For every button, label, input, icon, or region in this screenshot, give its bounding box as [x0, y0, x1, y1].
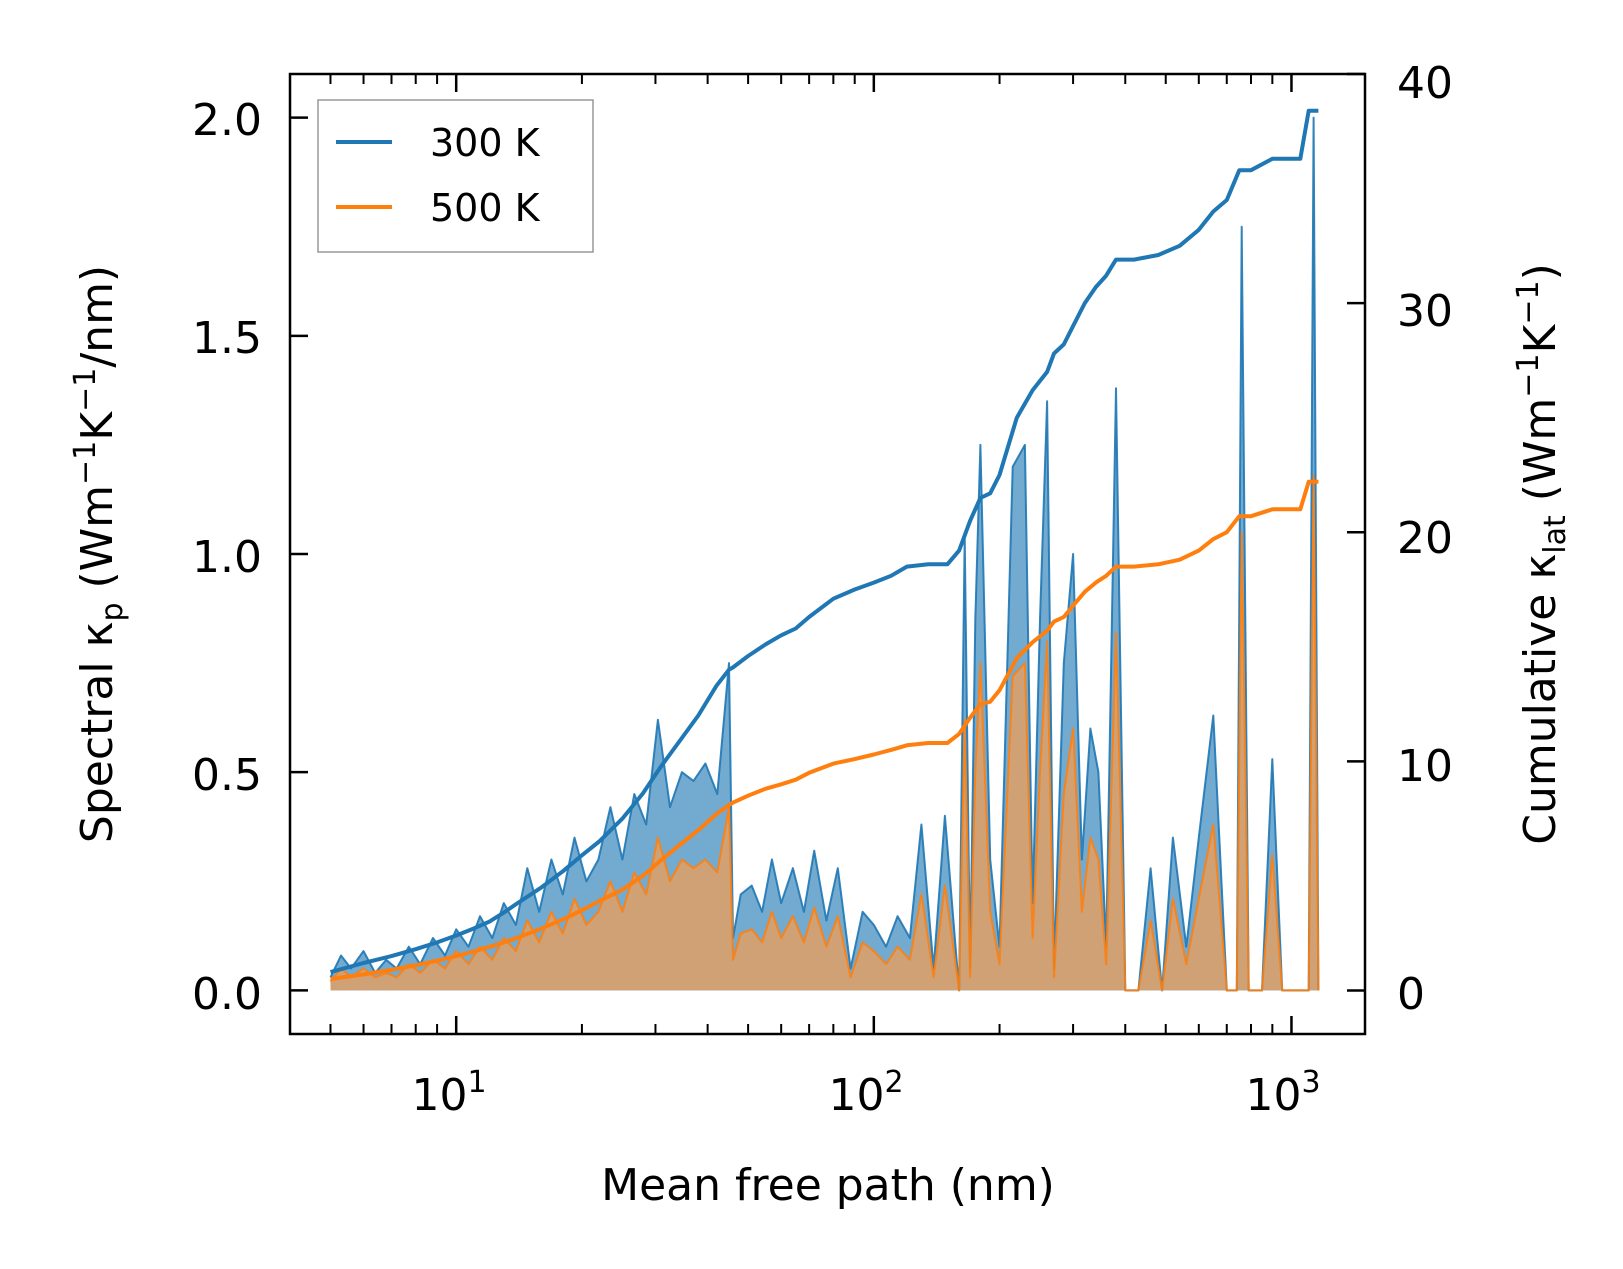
x-tick-label-100: 102	[828, 1065, 903, 1121]
spectral-300k-line	[329, 116, 1320, 992]
y-right-tick-label-40: 40	[1397, 58, 1453, 109]
legend-box	[317, 99, 594, 253]
x-axis-label: Mean free path (nm)	[601, 1160, 1055, 1211]
y-axis-label-left: Spectral κp (Wm−1K−1/nm)	[68, 265, 130, 843]
cumulative-300k-line	[329, 108, 1319, 975]
x-tick-label-1000: 103	[1245, 1065, 1320, 1121]
spectral-500k-line	[329, 474, 1320, 992]
y-right-tick-label-0: 0	[1397, 969, 1425, 1020]
y-left-tick-label-2.0: 2.0	[192, 95, 262, 146]
y-left-tick-label-1.0: 1.0	[192, 532, 262, 583]
plot-frame	[288, 72, 1367, 1036]
y-left-tick-label-1.5: 1.5	[192, 313, 262, 364]
legend: 300 K 500 K	[317, 99, 594, 253]
y-right-tick-label-20: 20	[1397, 513, 1453, 564]
y-axis-label-right: Cumulative κlat (Wm−1K−1)	[1511, 263, 1573, 845]
cumulative-500k-line	[330, 479, 1319, 981]
series-layer	[329, 108, 1320, 992]
y-left-tick-label-0.5: 0.5	[192, 750, 262, 801]
x-tick-label-10: 101	[411, 1065, 486, 1121]
y-right-tick-label-30: 30	[1397, 286, 1453, 337]
legend-label-500k: 500 K	[430, 186, 541, 230]
legend-label-300k: 300 K	[430, 121, 541, 165]
y-left-tick-label-0.0: 0.0	[192, 969, 262, 1020]
y-right-tick-label-10: 10	[1397, 741, 1453, 792]
spectral-500k-fill	[330, 475, 1319, 991]
